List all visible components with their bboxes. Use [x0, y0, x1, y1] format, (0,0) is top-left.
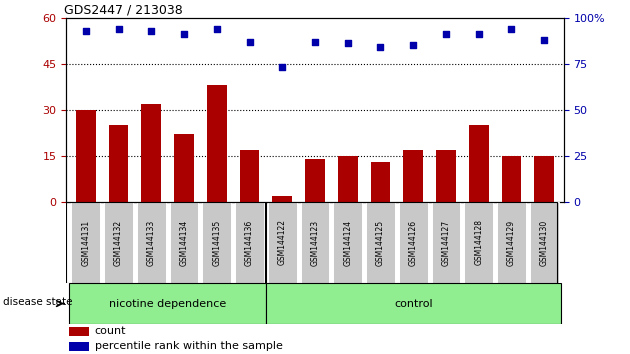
Point [539, 37, 549, 42]
Text: percentile rank within the sample: percentile rank within the sample [94, 342, 282, 352]
Bar [202, 202, 231, 283]
Point [310, 39, 320, 45]
Text: GSM144127: GSM144127 [442, 219, 450, 266]
Text: GSM144132: GSM144132 [114, 219, 123, 266]
Point [212, 26, 222, 32]
Text: GSM144125: GSM144125 [376, 219, 385, 266]
Bar [71, 202, 100, 283]
Bar [534, 156, 554, 202]
Point [375, 44, 386, 50]
Text: nicotine dependence: nicotine dependence [109, 298, 226, 309]
Bar [272, 196, 292, 202]
Text: GSM144124: GSM144124 [343, 219, 352, 266]
Point [474, 32, 484, 37]
Bar [338, 156, 358, 202]
Bar [464, 202, 493, 283]
Bar [399, 202, 428, 283]
Bar [175, 134, 194, 202]
Bar [109, 125, 129, 202]
Text: GSM144122: GSM144122 [278, 219, 287, 266]
Point [81, 28, 91, 33]
Text: GSM144128: GSM144128 [474, 219, 483, 266]
Point [441, 32, 451, 37]
Bar [403, 150, 423, 202]
Bar [370, 162, 391, 202]
Text: GSM144130: GSM144130 [540, 219, 549, 266]
Text: count: count [94, 326, 126, 336]
Bar [436, 150, 455, 202]
Bar [76, 110, 96, 202]
Text: GSM144134: GSM144134 [180, 219, 188, 266]
Text: GSM144123: GSM144123 [311, 219, 319, 266]
Bar [142, 104, 161, 202]
Bar [69, 283, 266, 324]
Text: GDS2447 / 213038: GDS2447 / 213038 [64, 4, 183, 17]
Bar [530, 202, 559, 283]
Text: GSM144129: GSM144129 [507, 219, 516, 266]
Bar [268, 202, 297, 283]
Bar [366, 202, 395, 283]
Text: GSM144131: GSM144131 [81, 219, 90, 266]
Point [179, 32, 189, 37]
Bar [235, 202, 264, 283]
Bar [469, 125, 488, 202]
Point [146, 28, 156, 33]
Bar [333, 202, 362, 283]
Text: GSM144133: GSM144133 [147, 219, 156, 266]
Text: GSM144135: GSM144135 [212, 219, 221, 266]
Bar [301, 202, 329, 283]
Text: disease state: disease state [3, 297, 72, 307]
Point [408, 42, 418, 48]
Bar [501, 156, 521, 202]
Bar [207, 85, 227, 202]
Text: GSM144126: GSM144126 [409, 219, 418, 266]
Bar [305, 159, 325, 202]
Bar [497, 202, 526, 283]
Bar [104, 202, 133, 283]
Point [507, 26, 517, 32]
Point [113, 26, 123, 32]
Point [244, 39, 255, 45]
Bar [239, 150, 260, 202]
Bar [169, 202, 198, 283]
Point [343, 41, 353, 46]
Bar [266, 283, 561, 324]
Bar [137, 202, 166, 283]
Text: control: control [394, 298, 433, 309]
Point [277, 64, 287, 70]
Bar [69, 342, 89, 351]
Bar [69, 327, 89, 336]
Bar [432, 202, 461, 283]
Text: GSM144136: GSM144136 [245, 219, 254, 266]
